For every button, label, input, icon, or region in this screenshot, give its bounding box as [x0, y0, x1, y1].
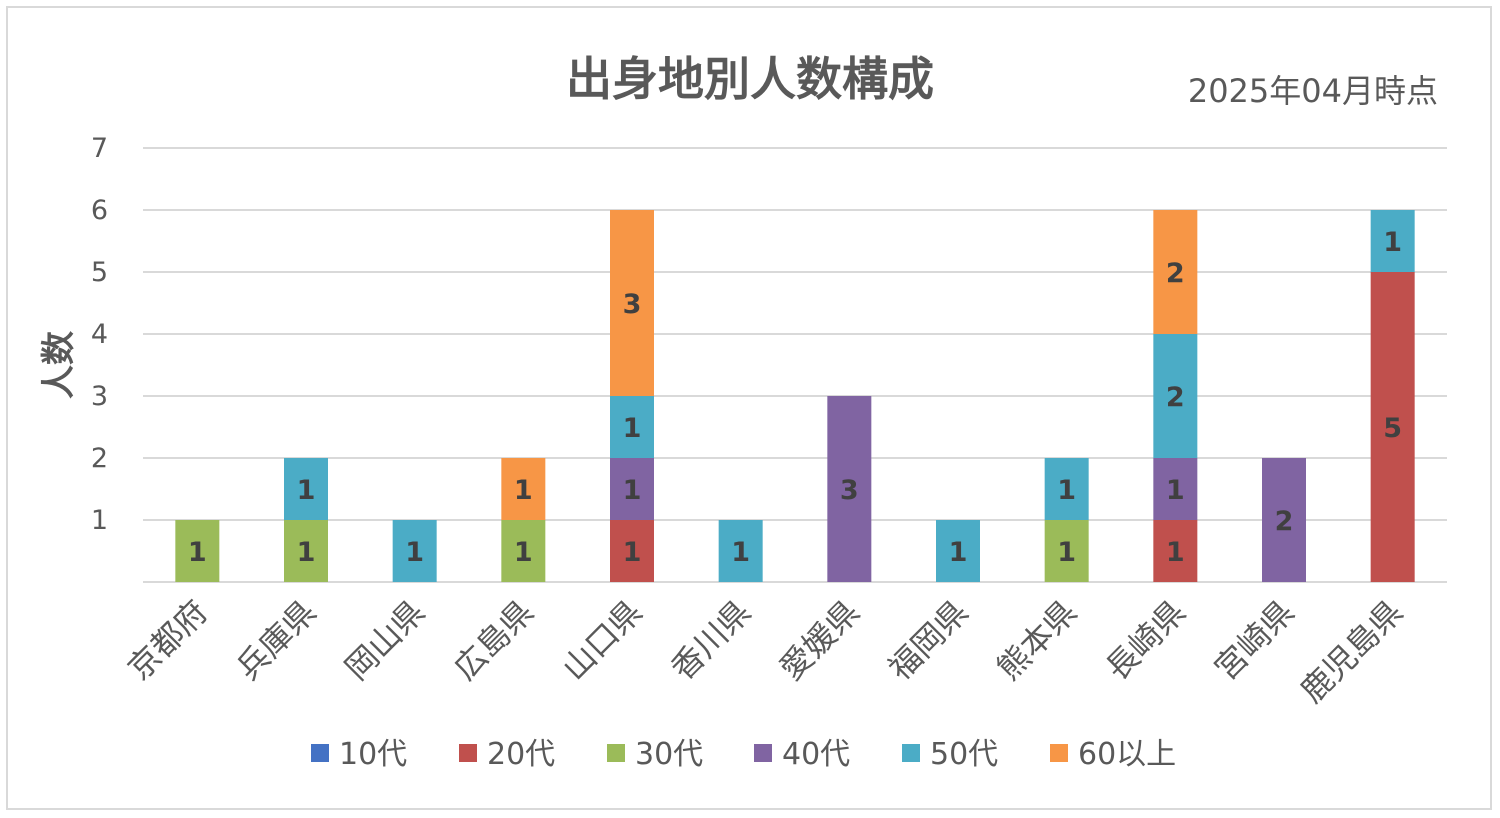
y-tick-label: 3: [91, 381, 108, 412]
x-tick-label: 長崎県: [1098, 593, 1193, 688]
chart-title: 出身地別人数構成: [566, 52, 934, 106]
bar-segment: [1153, 210, 1198, 334]
data-label: 1: [623, 537, 642, 568]
data-label: 5: [1383, 413, 1402, 444]
data-labels: 1 1 1 1 1 1 1 1 1 3 1 3 1 1 1 1 1 2 2 2 5 1: [188, 227, 1402, 568]
y-tick-label: 6: [91, 195, 108, 226]
bar-segment: [392, 520, 437, 582]
legend-swatch: [754, 744, 772, 762]
x-tick-label: 熊本県: [990, 593, 1085, 688]
bar-segment: [284, 458, 328, 520]
data-label: 1: [949, 537, 968, 568]
data-label: 2: [1166, 258, 1185, 289]
x-tick-label: 山口県: [555, 593, 650, 688]
bar-segment: [1262, 458, 1306, 582]
x-tick-label: 兵庫県: [229, 593, 324, 688]
legend-swatch: [902, 744, 920, 762]
data-label: 1: [514, 537, 533, 568]
legend-swatch: [459, 744, 477, 762]
data-label: 1: [1057, 537, 1076, 568]
legend-swatch: [1050, 744, 1068, 762]
data-label: 2: [1166, 382, 1185, 413]
data-label: 1: [1166, 537, 1185, 568]
bar-segment: [718, 520, 763, 582]
legend-label: 30代: [635, 737, 703, 772]
bar-segment: [610, 396, 654, 458]
y-tick-label: 5: [91, 257, 108, 288]
y-axis-label: 人数: [39, 331, 79, 399]
bar-segment: [610, 520, 654, 582]
legend-swatch: [607, 744, 625, 762]
data-label: 1: [1057, 475, 1076, 506]
bar-segment: [501, 520, 546, 582]
bar-segment: [284, 520, 328, 582]
x-tick-label: 鹿児島県: [1293, 593, 1410, 710]
legend-swatch: [311, 744, 329, 762]
x-tick-label: 福岡県: [881, 593, 976, 688]
bar-segment: [1044, 520, 1089, 582]
data-label: 3: [623, 289, 642, 320]
data-label: 1: [1166, 475, 1185, 506]
x-tick-label: 香川県: [664, 593, 759, 688]
data-label: 1: [514, 475, 533, 506]
bar-segment: [827, 396, 872, 582]
legend: 10代 20代 30代 40代 50代 60以上: [311, 737, 1176, 772]
bar-segment: [610, 458, 654, 520]
y-tick-label: 7: [91, 133, 108, 164]
bar-segment: [1044, 458, 1089, 520]
bar-segment: [1153, 520, 1198, 582]
bar-segment: [1370, 272, 1415, 582]
bars: [175, 210, 1415, 582]
y-tick-label: 4: [91, 319, 108, 350]
x-tick-label: 宮崎県: [1207, 593, 1302, 688]
bar-segment: [1153, 458, 1198, 520]
data-label: 1: [405, 537, 424, 568]
x-tick-label: 京都府: [120, 593, 215, 688]
x-tick-label: 岡山県: [338, 593, 433, 688]
legend-label: 60以上: [1078, 737, 1176, 772]
y-tick-label: 2: [91, 443, 108, 474]
bar-segment: [501, 458, 546, 520]
x-tick-label: 愛媛県: [772, 593, 867, 688]
data-label: 1: [297, 475, 316, 506]
gridlines: 1 2 3 4 5 6 7: [91, 133, 1447, 583]
y-tick-label: 1: [91, 505, 108, 536]
legend-label: 10代: [339, 737, 407, 772]
x-tick-label: 広島県: [446, 593, 541, 688]
data-label: 3: [840, 475, 859, 506]
data-label: 1: [188, 537, 207, 568]
data-label: 1: [297, 537, 316, 568]
chart-subtitle: 2025年04月時点: [1188, 72, 1438, 110]
legend-label: 50代: [930, 737, 998, 772]
bar-segment: [936, 520, 980, 582]
data-label: 1: [731, 537, 750, 568]
legend-label: 40代: [782, 737, 850, 772]
bar-segment: [175, 520, 220, 582]
bar-segment: [1153, 334, 1198, 458]
chart-frame: [6, 6, 1492, 810]
bar-segment: [1370, 210, 1415, 272]
data-label: 1: [1383, 227, 1402, 258]
data-label: 1: [623, 413, 642, 444]
data-label: 1: [623, 475, 642, 506]
bar-segment: [610, 210, 654, 396]
legend-label: 20代: [487, 737, 555, 772]
data-label: 2: [1275, 506, 1294, 537]
